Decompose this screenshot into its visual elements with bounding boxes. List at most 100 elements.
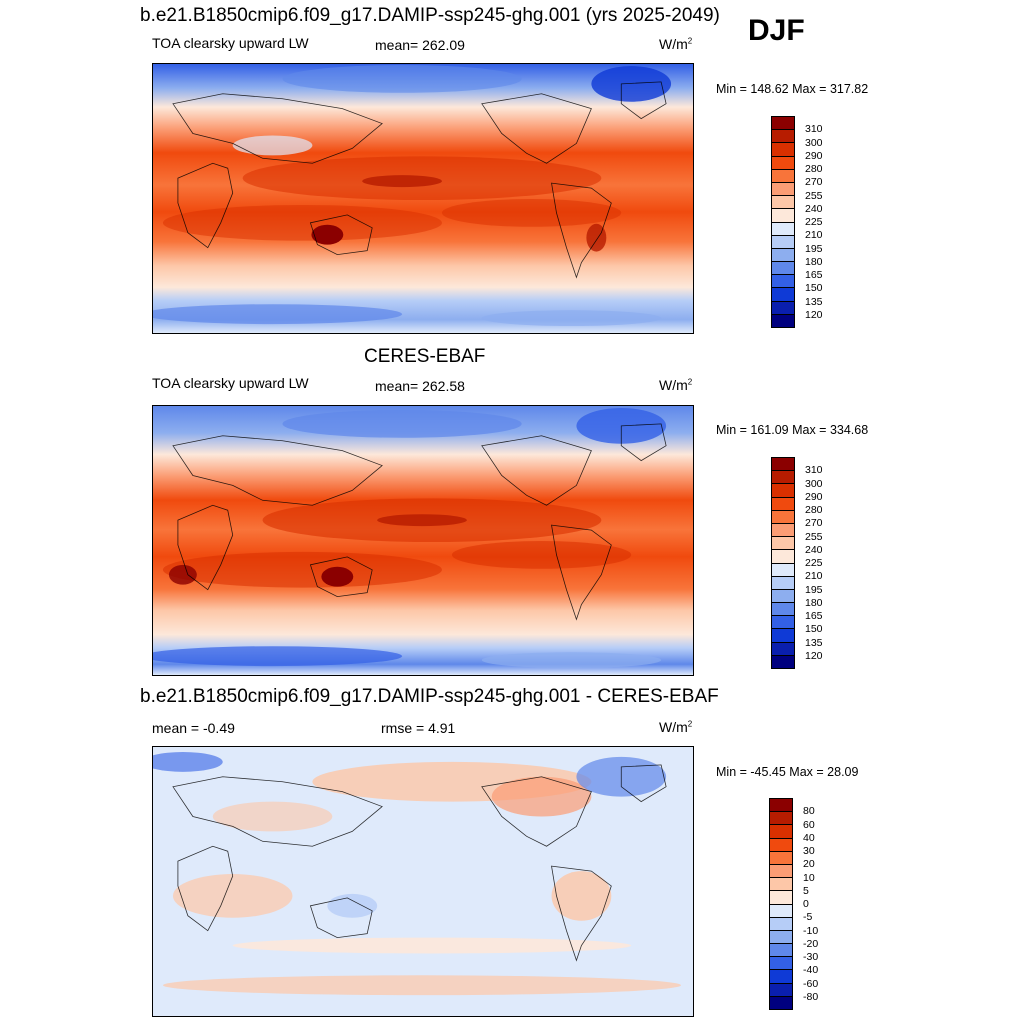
colorbar-swatch: [772, 261, 794, 275]
colorbar-label: 120: [805, 308, 823, 321]
colorbar-label: 20: [803, 858, 815, 871]
units-exponent: 2: [687, 36, 693, 46]
panel3-units: W/m2: [659, 719, 692, 735]
units-base: W/m: [659, 377, 688, 393]
colorbar-swatch: [772, 458, 794, 471]
colorbar-swatch: [772, 142, 794, 156]
colorbar-label: 280: [805, 504, 823, 516]
colorbar-label: 180: [805, 596, 823, 609]
colorbar-label: 120: [805, 649, 823, 662]
colorbar-swatch: [772, 615, 794, 629]
colorbar-label: 240: [805, 543, 823, 556]
colorbar-swatch: [772, 287, 794, 301]
colorbar-label: 240: [805, 202, 823, 215]
colorbar-label: 30: [803, 845, 815, 857]
colorbar-label: 180: [805, 255, 823, 268]
colorbar-label: 150: [805, 623, 823, 636]
colorbar-swatch: [770, 943, 792, 957]
colorbar-label: -80: [803, 990, 819, 1003]
colorbar-label: 270: [805, 176, 823, 189]
colorbar-swatch: [770, 929, 792, 944]
colorbar-label: 150: [805, 282, 823, 295]
colorbar-swatch: [770, 837, 792, 851]
panel2-colorbar: [771, 457, 795, 669]
colorbar-swatch: [772, 602, 794, 616]
colorbar-swatch: [772, 549, 794, 563]
colorbar-swatch: [772, 221, 794, 235]
colorbar-label: 5: [803, 884, 809, 897]
colorbar-swatch: [772, 654, 794, 668]
panel3-colorbar: [769, 798, 793, 1010]
colorbar-label: 255: [805, 530, 823, 543]
colorbar-swatch: [772, 588, 794, 603]
colorbar-swatch: [772, 575, 794, 589]
colorbar-label: 225: [805, 216, 823, 228]
colorbar-label: 40: [803, 831, 815, 844]
colorbar-swatch: [770, 890, 792, 904]
colorbar-label: 300: [805, 477, 823, 490]
panel3-mean: mean = -0.49: [152, 720, 235, 736]
colorbar-swatch: [772, 129, 794, 143]
units-exponent: 2: [687, 377, 693, 387]
panel3-minmax: Min = -45.45 Max = 28.09: [716, 765, 859, 779]
colorbar-swatch: [772, 155, 794, 169]
colorbar-label: -30: [803, 951, 819, 963]
colorbar-label: 300: [805, 136, 823, 149]
panel1-mean: mean= 262.09: [375, 37, 465, 53]
colorbar-label: 10: [803, 871, 815, 884]
colorbar-swatch: [770, 982, 792, 996]
colorbar-label: -5: [803, 911, 813, 924]
colorbar-swatch: [772, 562, 794, 576]
colorbar-swatch: [772, 496, 794, 510]
colorbar-swatch: [772, 247, 794, 262]
panel1-title: b.e21.B1850cmip6.f09_g17.DAMIP-ssp245-gh…: [140, 5, 720, 26]
colorbar-label: 0: [803, 898, 809, 910]
colorbar-label: 225: [805, 557, 823, 569]
panel2-mean: mean= 262.58: [375, 378, 465, 394]
colorbar-label: 210: [805, 229, 823, 242]
colorbar-label: 290: [805, 490, 823, 503]
panel2-units: W/m2: [659, 377, 692, 393]
colorbar-swatch: [772, 168, 794, 182]
panel3-title: b.e21.B1850cmip6.f09_g17.DAMIP-ssp245-gh…: [140, 686, 719, 707]
colorbar-swatch: [770, 916, 792, 930]
colorbar-label: -20: [803, 937, 819, 950]
colorbar-label: 195: [805, 583, 823, 596]
panel1-minmax: Min = 148.62 Max = 317.82: [716, 82, 869, 96]
colorbar-swatch: [772, 274, 794, 288]
units-base: W/m: [659, 36, 688, 52]
panel2-minmax: Min = 161.09 Max = 334.68: [716, 423, 869, 437]
colorbar-swatch: [772, 536, 794, 550]
colorbar-swatch: [772, 509, 794, 523]
colorbar-label: 270: [805, 517, 823, 530]
colorbar-label: 290: [805, 149, 823, 162]
colorbar-swatch: [770, 877, 792, 891]
colorbar-label: 195: [805, 242, 823, 255]
panel2-title: CERES-EBAF: [364, 346, 486, 367]
panel3-map: [152, 746, 694, 1017]
panel1-variable: TOA clearsky upward LW: [152, 35, 309, 51]
colorbar-swatch: [770, 824, 792, 838]
panel3-rmse: rmse = 4.91: [381, 720, 456, 736]
colorbar-swatch: [772, 117, 794, 130]
colorbar-swatch: [772, 628, 794, 642]
colorbar-swatch: [770, 811, 792, 825]
colorbar-label: 165: [805, 269, 823, 281]
colorbar-swatch: [772, 208, 794, 222]
colorbar-label: 60: [803, 818, 815, 831]
colorbar-label: 210: [805, 570, 823, 583]
units-exponent: 2: [687, 719, 693, 729]
colorbar-swatch: [770, 850, 792, 864]
panel2-variable: TOA clearsky upward LW: [152, 375, 309, 391]
colorbar-label: -40: [803, 964, 819, 977]
panel2-map: [152, 405, 694, 676]
colorbar-swatch: [772, 234, 794, 248]
colorbar-label: 165: [805, 610, 823, 622]
colorbar-label: 135: [805, 295, 823, 308]
colorbar-label: 135: [805, 636, 823, 649]
colorbar-swatch: [772, 195, 794, 209]
colorbar-swatch: [772, 641, 794, 655]
colorbar-swatch: [770, 903, 792, 917]
panel1-colorbar: [771, 116, 795, 328]
colorbar-swatch: [772, 470, 794, 484]
